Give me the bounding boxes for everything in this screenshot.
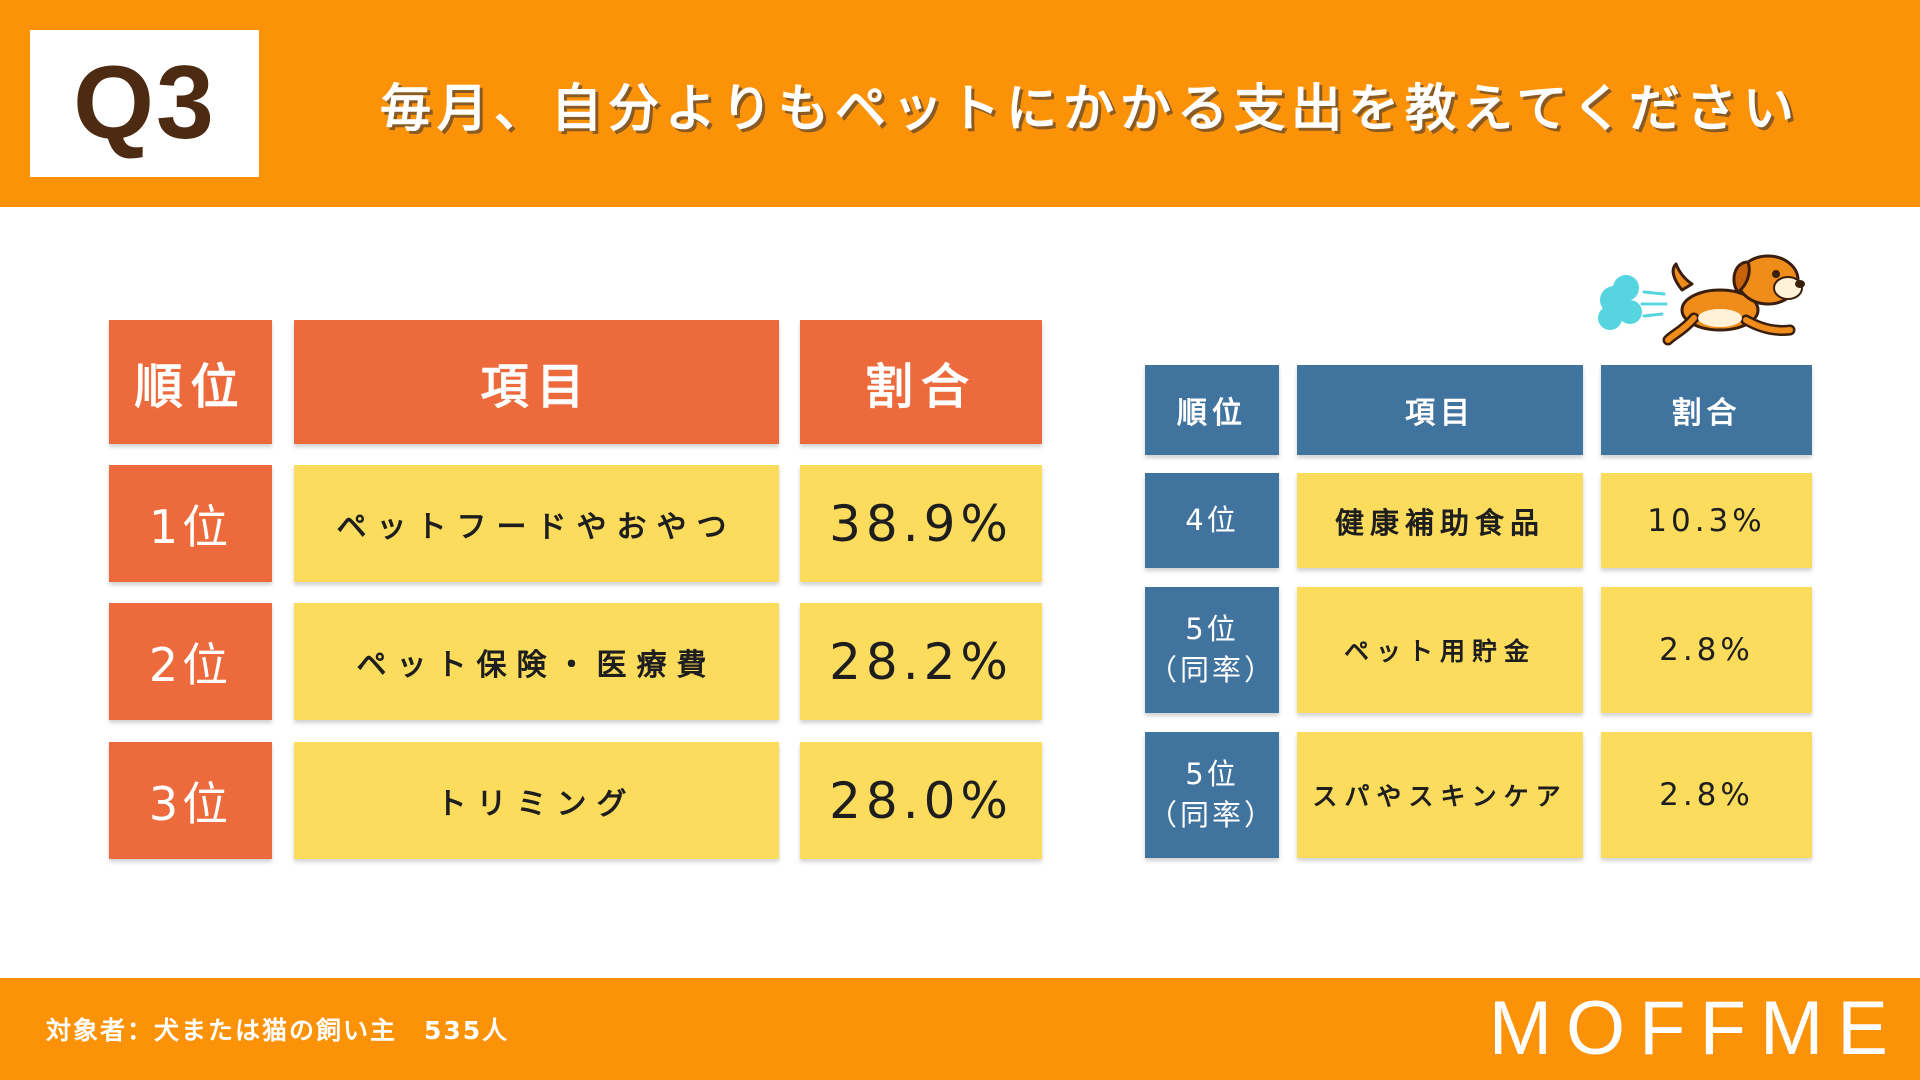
- rank-text: 5位: [1185, 612, 1239, 646]
- rank-cell: 2位: [109, 603, 272, 720]
- brand-logo: MOFFME: [1488, 985, 1902, 1071]
- percent-cell: 2.8%: [1601, 587, 1812, 713]
- rank-cell: 3位: [109, 742, 272, 859]
- rank-cell: 1位: [109, 465, 272, 582]
- running-dog-icon: [1598, 254, 1805, 346]
- dog-body-icon: [1662, 254, 1805, 346]
- rank-note: （同率）: [1147, 653, 1276, 687]
- percent-cell: 28.0%: [800, 742, 1042, 859]
- rank-cell: 4位: [1145, 473, 1279, 568]
- percent-cell: 28.2%: [800, 603, 1042, 720]
- rank-note: （同率）: [1147, 798, 1276, 832]
- top-table-header-rank: 順位: [109, 320, 272, 444]
- item-cell: 健康補助食品: [1297, 473, 1583, 568]
- question-label: Q3: [30, 30, 259, 177]
- item-cell: ペット用貯金: [1297, 587, 1583, 713]
- top-table-header-percent: 割合: [800, 320, 1042, 444]
- rank-cell: 5位 （同率）: [1145, 732, 1279, 858]
- rank-text: 4位: [1185, 503, 1239, 537]
- percent-cell: 10.3%: [1601, 473, 1812, 568]
- page-title: 毎月、自分よりもペットにかかる支出を教えてください: [380, 80, 1800, 139]
- top-table-header-item: 項目: [294, 320, 779, 444]
- lower-table-header-percent: 割合: [1601, 365, 1812, 455]
- lower-table-header-item: 項目: [1297, 365, 1583, 455]
- item-cell: トリミング: [294, 742, 779, 859]
- item-cell: ペットフードやおやつ: [294, 465, 779, 582]
- item-cell: ペット保険・医療費: [294, 603, 779, 720]
- lower-table-header-rank: 順位: [1145, 365, 1279, 455]
- percent-cell: 38.9%: [800, 465, 1042, 582]
- dust-cloud-icon: [1598, 275, 1668, 330]
- percent-cell: 2.8%: [1601, 732, 1812, 858]
- rank-text: 5位: [1185, 757, 1239, 791]
- survey-target-text: 対象者：犬または猫の飼い主 535人: [46, 1016, 510, 1045]
- rank-cell: 5位 （同率）: [1145, 587, 1279, 713]
- item-cell: スパやスキンケア: [1297, 732, 1583, 858]
- header-bar: [0, 0, 1920, 207]
- footer-bar: [0, 978, 1920, 1080]
